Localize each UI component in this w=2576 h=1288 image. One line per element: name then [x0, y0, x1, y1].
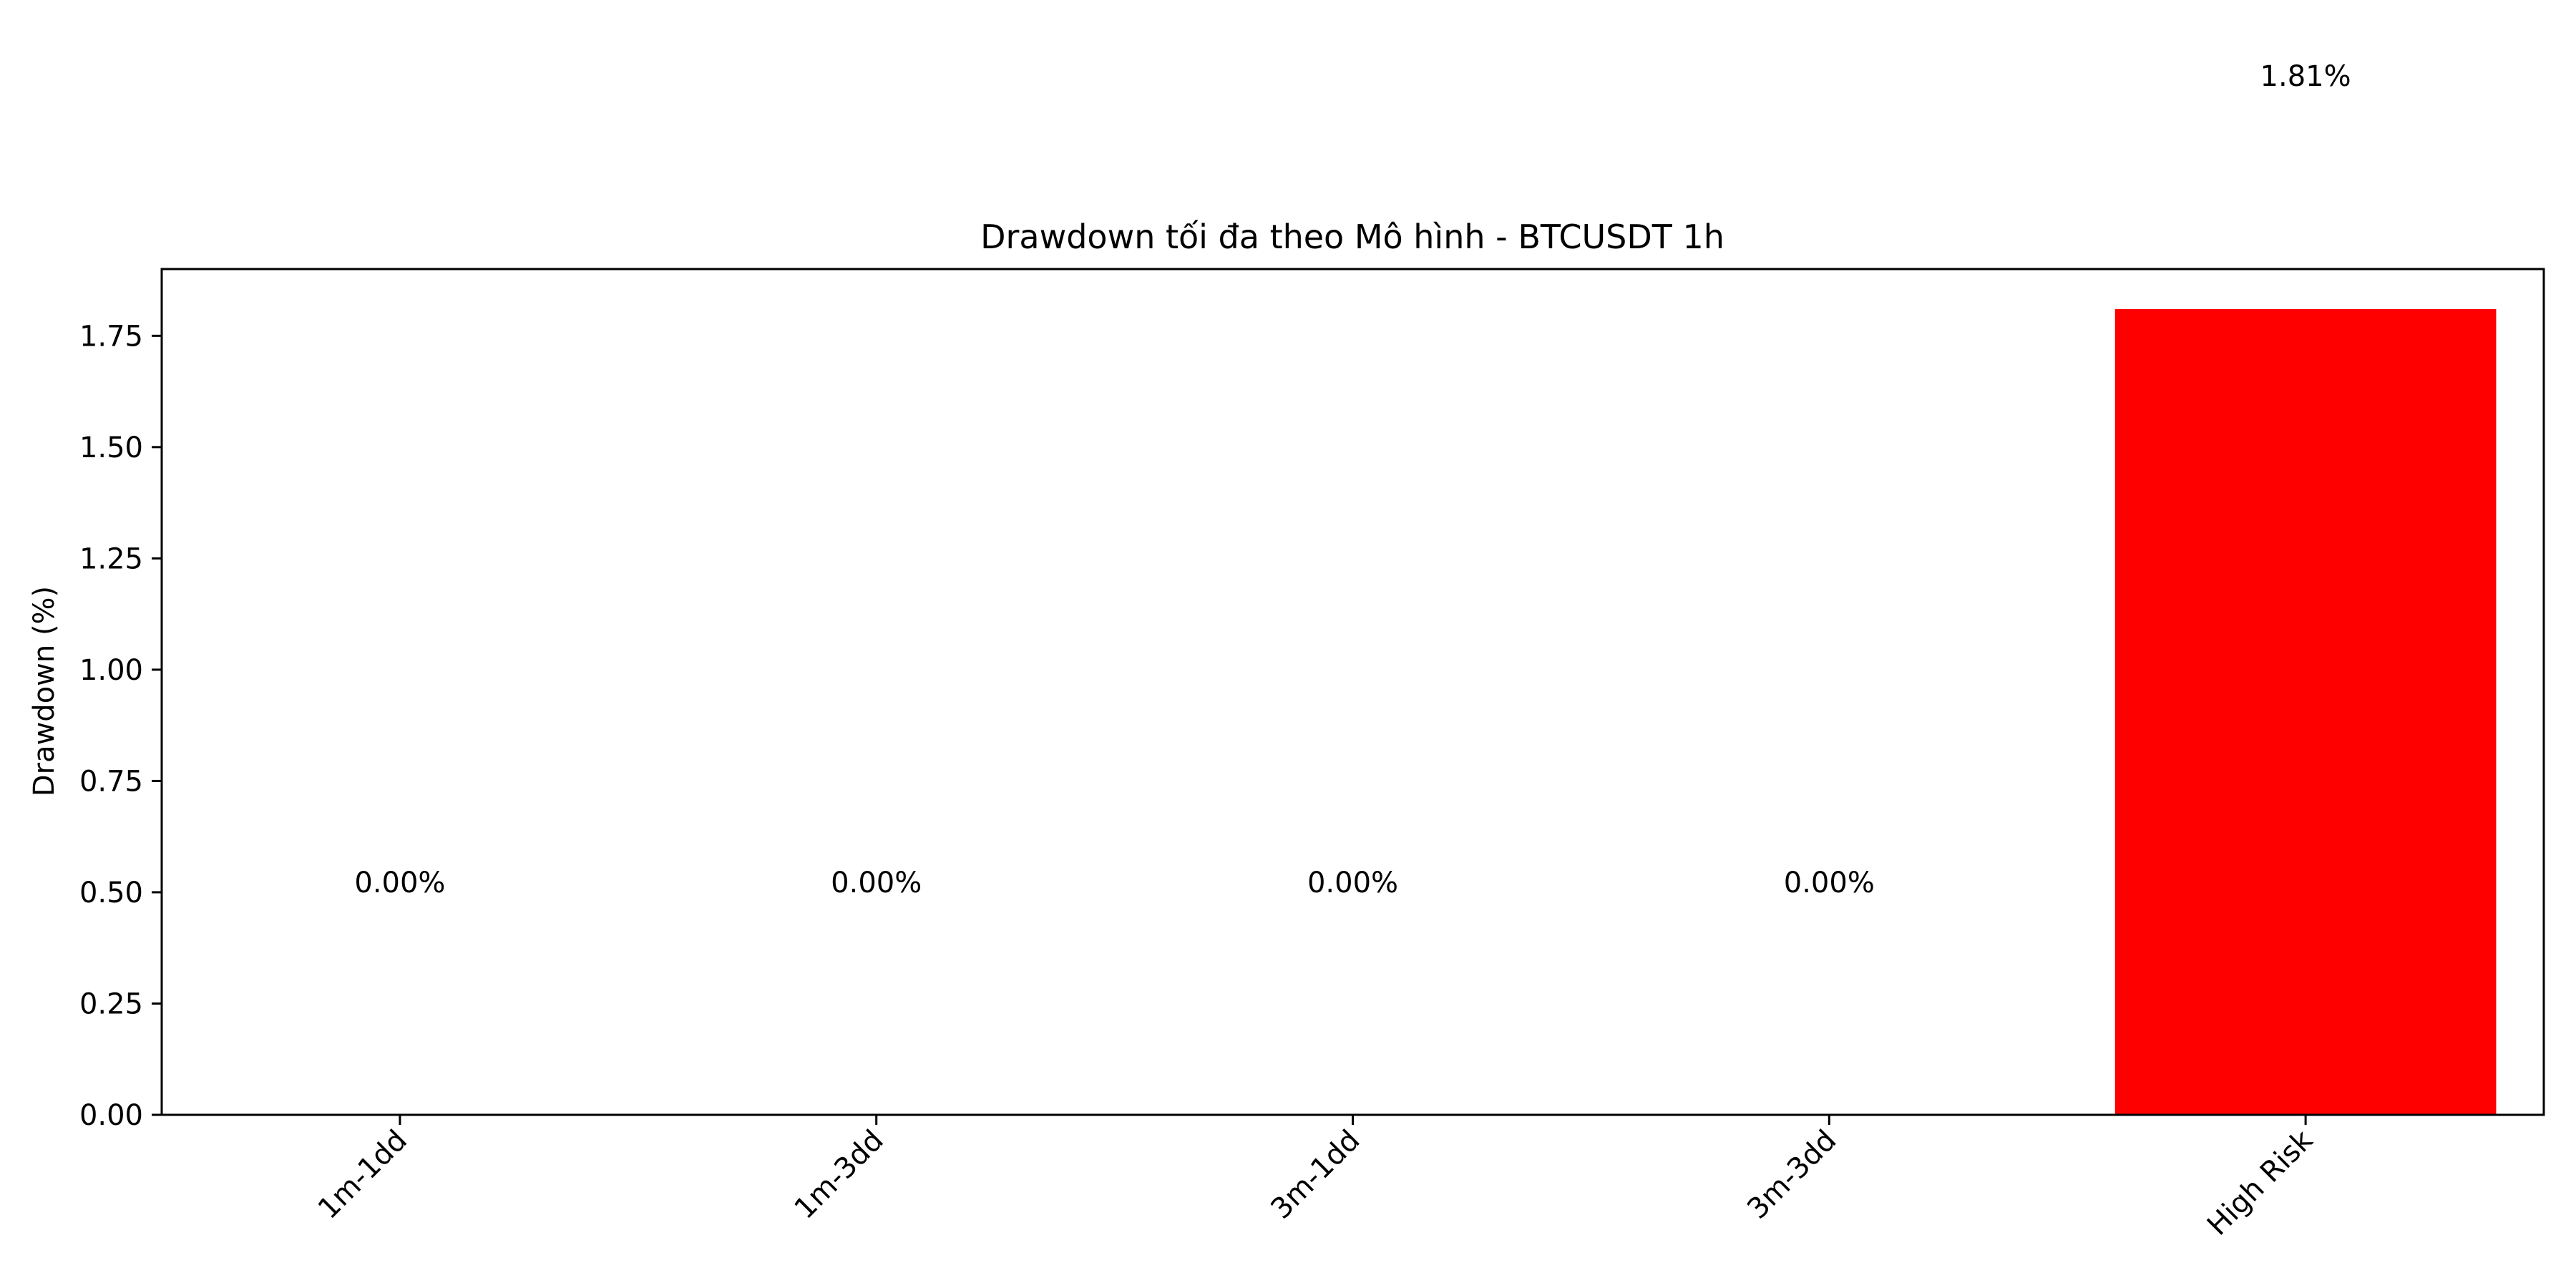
y-tick-label: 1.25 [79, 542, 143, 575]
x-tick-label: 3m-1dd [1264, 1124, 1366, 1226]
data-labels-group: 0.00% 0.00% 0.00% 0.00% 1.81% [354, 60, 2351, 899]
plot-frame [160, 268, 2545, 1116]
x-ticks-group: 1m-1dd 1m-3dd 3m-1dd 3m-3dd High Risk [312, 1115, 2320, 1242]
data-label: 0.00% [1784, 867, 1875, 899]
y-tick-label: 0.25 [79, 987, 143, 1020]
y-ticks-group: 0.00 0.25 0.50 0.75 1.00 1.25 1.50 1.75 [79, 320, 162, 1132]
data-label: 1.81% [2260, 60, 2351, 93]
bar [2114, 308, 2497, 1115]
chart-title: Drawdown tối đa theo Mô hình - BTCUSDT 1… [980, 218, 1724, 256]
bars-group [2114, 308, 2497, 1115]
y-tick-label: 0.75 [79, 765, 143, 798]
y-tick-label: 0.50 [79, 877, 143, 909]
y-tick-label: 1.50 [79, 431, 143, 464]
y-tick-label: 1.75 [79, 320, 143, 353]
x-tick-label: 1m-3dd [789, 1124, 890, 1226]
x-tick-label: 3m-3dd [1741, 1124, 1843, 1226]
data-label: 0.00% [1307, 867, 1398, 899]
y-axis-label: Drawdown (%) [28, 586, 61, 796]
x-tick-label: 1m-1dd [312, 1124, 414, 1226]
data-label: 0.00% [354, 867, 445, 899]
data-label: 0.00% [831, 867, 922, 899]
x-tick-label: High Risk [2201, 1123, 2320, 1242]
y-tick-label: 1.00 [79, 654, 143, 687]
y-tick-label: 0.00 [79, 1099, 143, 1132]
